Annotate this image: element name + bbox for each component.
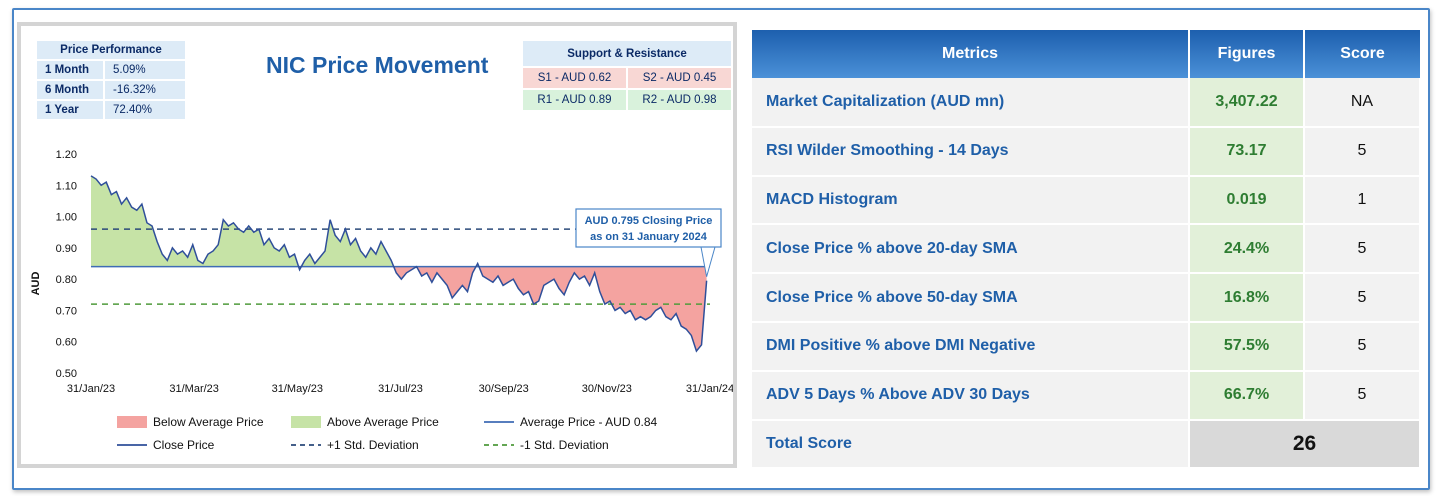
metrics-table: Metrics Figures Score Market Capitalizat…: [752, 30, 1421, 470]
legend-label: Below Average Price: [153, 415, 264, 429]
table-row: ADV 5 Days % Above ADV 30 Days 66.7% 5: [752, 370, 1421, 421]
metric-name: Close Price % above 20-day SMA: [752, 224, 1190, 275]
metric-name: Close Price % above 50-day SMA: [752, 273, 1190, 323]
legend-label: -1 Std. Deviation: [520, 438, 609, 452]
figures-header: Figures: [1189, 30, 1305, 78]
table-row: RSI Wilder Smoothing - 14 Days 73.17 5: [752, 126, 1421, 177]
metric-score: 5: [1304, 126, 1421, 177]
y-tick-label: 0.80: [56, 274, 77, 286]
y-tick-label: 0.70: [56, 305, 77, 317]
legend-label: Close Price: [153, 438, 215, 452]
perf-label: 6 Month: [37, 81, 103, 99]
metric-name: MACD Histogram: [752, 175, 1190, 226]
above-average-area: [91, 175, 479, 267]
metric-figure: 57.5%: [1189, 321, 1305, 372]
legend-label: Above Average Price: [327, 415, 439, 429]
chart-panel: 0.50 0.60 0.70 0.80 0.90 1.00 1.10 1.20 AUD 31/Ja…: [17, 22, 737, 468]
metric-figure: 3,407.22: [1189, 78, 1305, 128]
perf-value: 5.09%: [105, 61, 185, 79]
support-level: S1 - AUD 0.62: [523, 68, 626, 88]
y-tick-label: 1.10: [56, 180, 77, 192]
perf-value: -16.32%: [105, 81, 185, 99]
x-tick-label: 31/Mar/23: [169, 383, 219, 395]
metric-name: ADV 5 Days % Above ADV 30 Days: [752, 370, 1190, 421]
metric-score: 1: [1304, 175, 1421, 226]
metric-figure: 24.4%: [1189, 224, 1305, 275]
metric-name: RSI Wilder Smoothing - 14 Days: [752, 126, 1190, 177]
metric-figure: 66.7%: [1189, 370, 1305, 421]
legend-swatch: [291, 416, 321, 428]
y-tick-label: 0.90: [56, 243, 77, 255]
y-tick-label: 1.20: [56, 149, 77, 161]
legend-label: Average Price - AUD 0.84: [520, 415, 658, 429]
metric-score: 5: [1304, 224, 1421, 275]
y-axis-label: AUD: [30, 272, 42, 296]
score-header: Score: [1304, 30, 1420, 78]
table-row: Close Price % above 50-day SMA 16.8% 5: [752, 273, 1421, 323]
table-row: Market Capitalization (AUD mn) 3,407.22 …: [752, 78, 1421, 128]
close-price-line: [90, 175, 708, 353]
price-performance-table: Price Performance 1 Month 5.09% 6 Month …: [35, 39, 187, 121]
table-row: Close Price % above 20-day SMA 24.4% 5: [752, 224, 1421, 275]
total-score-label: Total Score: [752, 419, 1190, 470]
metric-name: Market Capitalization (AUD mn): [752, 78, 1190, 128]
x-tick-label: 31/Jan/24: [686, 383, 733, 395]
metric-score: 5: [1304, 370, 1421, 421]
resistance-level: R1 - AUD 0.89: [523, 90, 626, 110]
support-level: S2 - AUD 0.45: [628, 68, 731, 88]
callout-line: AUD 0.795 Closing Price: [585, 215, 713, 227]
x-tick-label: 30/Sep/23: [479, 383, 529, 395]
table-row: MACD Histogram 0.019 1: [752, 175, 1421, 226]
callout-line: as on 31 January 2024: [590, 231, 708, 243]
total-score-value: 26: [1189, 419, 1421, 470]
total-row: Total Score 26: [752, 419, 1421, 470]
legend-label: +1 Std. Deviation: [327, 438, 419, 452]
metric-score: NA: [1304, 78, 1421, 128]
metric-score: 5: [1304, 321, 1421, 372]
metric-figure: 0.019: [1189, 175, 1305, 226]
metric-score: 5: [1304, 273, 1421, 323]
y-tick-label: 1.00: [56, 212, 77, 224]
metric-figure: 16.8%: [1189, 273, 1305, 323]
x-tick-label: 31/May/23: [272, 383, 323, 395]
resistance-level: R2 - AUD 0.98: [628, 90, 731, 110]
perf-label: 1 Month: [37, 61, 103, 79]
chart-title: NIC Price Movement: [266, 52, 489, 78]
perf-value: 72.40%: [105, 101, 185, 119]
price-performance-header: Price Performance: [37, 41, 185, 59]
x-tick-label: 31/Jan/23: [67, 383, 115, 395]
support-resistance-table: Support & Resistance S1 - AUD 0.62 S2 - …: [521, 39, 733, 112]
metric-name: DMI Positive % above DMI Negative: [752, 321, 1190, 372]
table-row: DMI Positive % above DMI Negative 57.5% …: [752, 321, 1421, 372]
perf-label: 1 Year: [37, 101, 103, 119]
price-chart: 0.50 0.60 0.70 0.80 0.90 1.00 1.10 1.20 AUD 31/Ja…: [30, 149, 733, 452]
y-tick-label: 0.50: [56, 368, 77, 380]
x-tick-label: 31/Jul/23: [378, 383, 423, 395]
legend-swatch: [117, 416, 147, 428]
x-tick-label: 30/Nov/23: [582, 383, 632, 395]
support-resistance-header: Support & Resistance: [523, 41, 731, 66]
metric-figure: 73.17: [1189, 126, 1305, 177]
below-average-area: [298, 266, 707, 352]
metrics-header: Metrics: [752, 30, 1190, 78]
callout-box: [575, 208, 722, 248]
y-tick-label: 0.60: [56, 337, 77, 349]
